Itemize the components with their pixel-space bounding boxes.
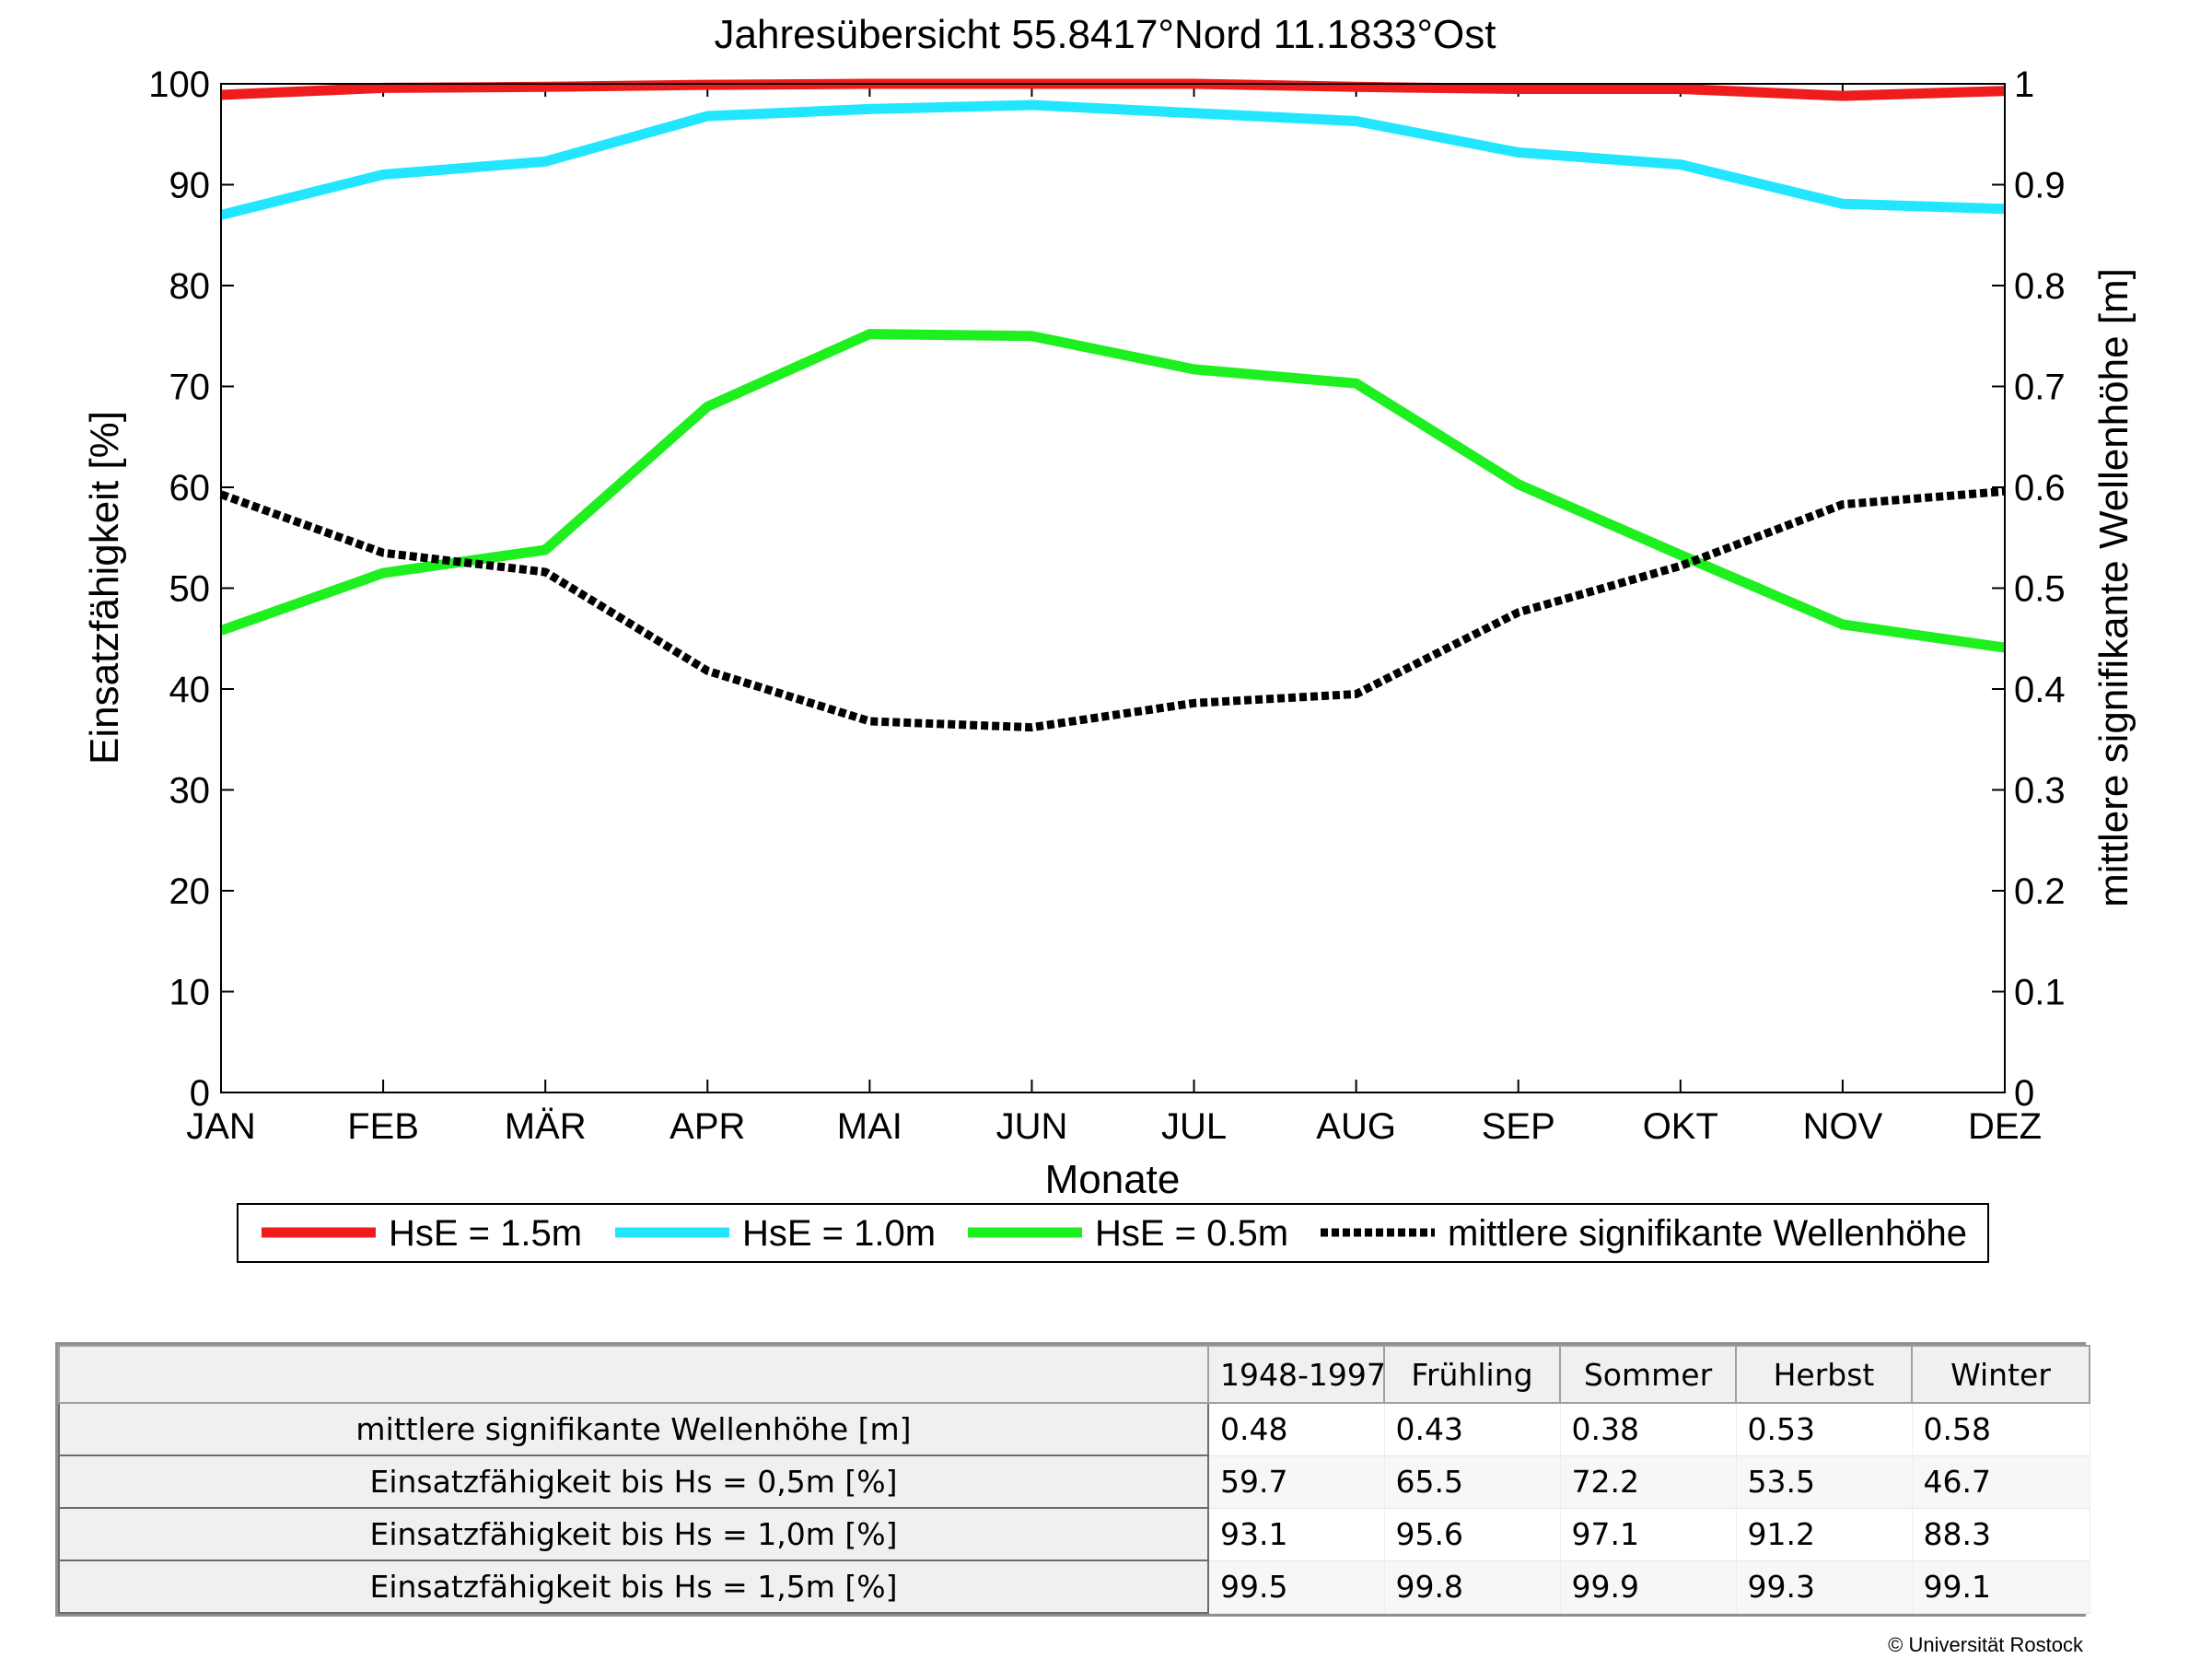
- legend-box: [237, 1203, 1989, 1263]
- y-axis-label-left: Einsatzfähigkeit [%]: [82, 411, 127, 765]
- x-tick-label: JUL: [1161, 1106, 1227, 1147]
- legend: HsE = 1.5m HsE = 1.0m HsE = 0.5m mittlere s…: [237, 1203, 1989, 1263]
- table-cell: 88.3: [1912, 1508, 2090, 1561]
- table-header-row: 1948-1997 Frühling Sommer Herbst Winter: [58, 1345, 2090, 1404]
- y-tick-label-left: 0: [190, 1073, 210, 1114]
- plot-lines: [219, 78, 2006, 732]
- table-row: Einsatzfähigkeit bis Hs = 0,5m [%] 59.7 …: [58, 1455, 2090, 1509]
- y-tick-label-left: 90: [169, 166, 211, 206]
- series-line-4: [219, 486, 2006, 732]
- row-label: mittlere signifikante Wellenhöhe [m]: [58, 1402, 1209, 1456]
- legend-label: HsE = 1.5m: [389, 1213, 582, 1254]
- table-header-corner: [58, 1345, 1209, 1404]
- statistics-table-frame: 1948-1997 Frühling Sommer Herbst Winter …: [55, 1342, 2090, 1617]
- table-header-winter: Winter: [1911, 1345, 2090, 1404]
- y-tick-label-right: 0.6: [2014, 468, 2066, 508]
- x-tick-label: MAI: [837, 1106, 902, 1147]
- table-cell: 0.58: [1912, 1403, 2090, 1456]
- row-label: Einsatzfähigkeit bis Hs = 0,5m [%]: [58, 1455, 1209, 1509]
- table-cell: 59.7: [1208, 1455, 1385, 1509]
- chart: Jahresübersicht 55.8417°Nord 11.1833°Ost…: [82, 12, 2136, 1263]
- y-tick-label-left: 40: [169, 670, 211, 710]
- table-cell: 46.7: [1912, 1455, 2090, 1509]
- table-row: Einsatzfähigkeit bis Hs = 1,5m [%] 99.5 …: [58, 1560, 2090, 1614]
- row-label: Einsatzfähigkeit bis Hs = 1,5m [%]: [58, 1560, 1209, 1614]
- table-row: Einsatzfähigkeit bis Hs = 1,0m [%] 93.1 …: [58, 1507, 2090, 1561]
- axes: JAN FEB MÄR APR MAI JUN JUL AUG SEP OKT NOV DEZ0102…: [148, 64, 2065, 1147]
- table-cell: 65.5: [1384, 1455, 1561, 1509]
- table-header-autumn: Herbst: [1735, 1345, 1913, 1404]
- x-tick-label: JAN: [186, 1106, 256, 1147]
- y-tick-label-right: 0.7: [2014, 368, 2066, 408]
- table-cell: 0.43: [1384, 1403, 1561, 1456]
- y-tick-label-left: 70: [169, 368, 211, 408]
- y-tick-label-right: 1: [2014, 64, 2034, 105]
- legend-label: mittlere signifikante Wellenhöhe: [1448, 1213, 1967, 1254]
- x-tick-label: AUG: [1316, 1106, 1396, 1147]
- table-cell: 0.38: [1560, 1403, 1737, 1456]
- y-tick-label-left: 60: [169, 468, 211, 508]
- y-tick-label-right: 0.8: [2014, 266, 2066, 307]
- table-cell: 99.8: [1384, 1560, 1561, 1614]
- table-cell: 99.5: [1208, 1560, 1385, 1614]
- x-tick-label: SEP: [1482, 1106, 1555, 1147]
- y-tick-label-right: 0.9: [2014, 166, 2066, 206]
- y-tick-label-left: 20: [169, 871, 211, 912]
- y-tick-label-right: 0: [2014, 1073, 2034, 1114]
- series-line-2: [219, 99, 2006, 220]
- legend-label: HsE = 0.5m: [1095, 1213, 1288, 1254]
- statistics-table: 1948-1997 Frühling Sommer Herbst Winter …: [58, 1345, 2090, 1614]
- y-tick-label-right: 0.5: [2014, 569, 2066, 610]
- table-cell: 72.2: [1560, 1455, 1737, 1509]
- table-header-spring: Frühling: [1383, 1345, 1561, 1404]
- y-tick-label-right: 0.1: [2014, 973, 2066, 1013]
- table-cell: 53.5: [1736, 1455, 1913, 1509]
- x-tick-label: MÄR: [505, 1106, 587, 1147]
- plot-frame: [220, 83, 2006, 1093]
- table-cell: 99.3: [1736, 1560, 1913, 1614]
- statistics-table-container: 1948-1997 Frühling Sommer Herbst Winter …: [55, 1342, 2090, 1617]
- y-tick-label-left: 10: [169, 973, 211, 1013]
- series-line-3: [219, 329, 2006, 653]
- y-tick-label-left: 30: [169, 771, 211, 812]
- table-cell: 95.6: [1384, 1508, 1561, 1561]
- copyright-notice: © Universität Rostock: [1888, 1633, 2083, 1656]
- chart-title: Jahresübersicht 55.8417°Nord 11.1833°Ost: [715, 12, 1496, 57]
- table-cell: 91.2: [1736, 1508, 1913, 1561]
- legend-label: HsE = 1.0m: [742, 1213, 936, 1254]
- series-line-1: [220, 78, 2006, 101]
- y-tick-label-right: 0.2: [2014, 871, 2066, 912]
- table-header-period: 1948-1997: [1207, 1345, 1385, 1404]
- x-tick-label: JUN: [996, 1106, 1068, 1147]
- row-label: Einsatzfähigkeit bis Hs = 1,0m [%]: [58, 1507, 1209, 1561]
- table-cell: 0.48: [1208, 1403, 1385, 1456]
- table-cell: 93.1: [1208, 1508, 1385, 1561]
- y-tick-label-right: 0.4: [2014, 670, 2066, 710]
- y-tick-label-left: 80: [169, 266, 211, 307]
- x-tick-label: DEZ: [1968, 1106, 2042, 1147]
- table-cell: 97.1: [1560, 1508, 1737, 1561]
- y-tick-label-left: 50: [169, 569, 211, 610]
- table-row: mittlere signifikante Wellenhöhe [m] 0.4…: [58, 1402, 2090, 1456]
- y-tick-label-right: 0.3: [2014, 771, 2066, 812]
- x-tick-label: OKT: [1643, 1106, 1718, 1147]
- table-cell: 99.1: [1912, 1560, 2090, 1614]
- table-cell: 0.53: [1736, 1403, 1913, 1456]
- table-cell: 99.9: [1560, 1560, 1737, 1614]
- table-header-summer: Sommer: [1559, 1345, 1737, 1404]
- x-tick-label: APR: [669, 1106, 745, 1147]
- y-axis-label-right: mittlere signifikante Wellenhöhe [m]: [2091, 268, 2136, 907]
- x-tick-label: FEB: [347, 1106, 419, 1147]
- y-tick-label-left: 100: [148, 64, 210, 105]
- x-axis-label: Monate: [1045, 1157, 1181, 1202]
- x-tick-label: NOV: [1803, 1106, 1883, 1147]
